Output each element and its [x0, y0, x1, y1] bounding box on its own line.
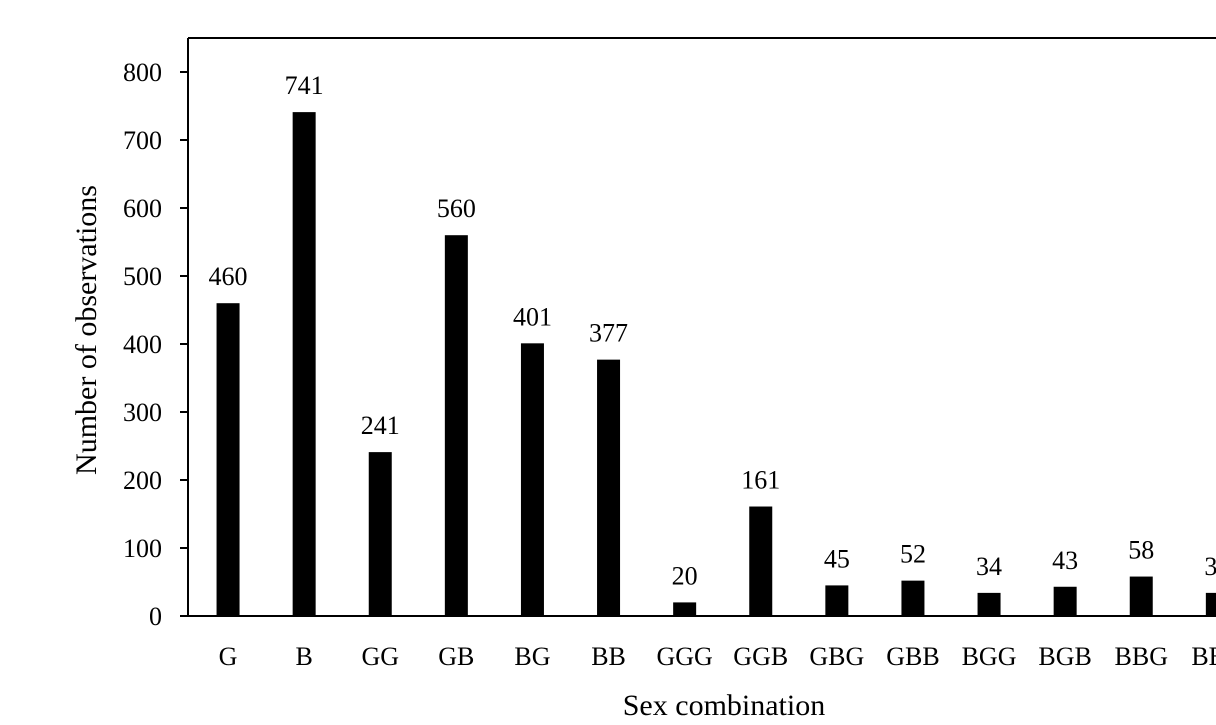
x-tick-label-B: B	[295, 642, 312, 671]
data-labels-group: 460 741 241 560 401 377 20 161 45 52 34 43 58 34	[209, 71, 1216, 590]
x-tick-label-GGG: GGG	[656, 642, 712, 671]
bar-BGG	[977, 592, 1001, 616]
data-label-BBG: 58	[1128, 536, 1154, 565]
data-label-GB: 560	[437, 194, 476, 223]
bar-GBG	[825, 585, 849, 616]
bar-GG	[368, 452, 392, 616]
y-tick-label: 400	[123, 330, 162, 359]
bar-BB	[597, 359, 621, 616]
x-tick-label-BGB: BGB	[1038, 642, 1091, 671]
bar-BBG	[1129, 576, 1153, 616]
bar-BBB	[1205, 592, 1216, 616]
x-tick-label-BBG: BBG	[1115, 642, 1168, 671]
x-tick-label-G: G	[219, 642, 238, 671]
data-label-GG: 241	[361, 411, 400, 440]
y-axis-title: Number of observations	[70, 185, 103, 475]
y-axis: 0 100 200 300 400 500 600 700 800	[123, 58, 188, 631]
data-label-GGG: 20	[672, 561, 698, 590]
x-tick-label-BG: BG	[514, 642, 550, 671]
data-label-BG: 401	[513, 302, 552, 331]
x-tick-label-GG: GG	[361, 642, 399, 671]
y-tick-label: 800	[123, 58, 162, 87]
data-label-BBB: 34	[1204, 552, 1216, 581]
bar-B	[292, 112, 316, 617]
x-tick-label-BGG: BGG	[962, 642, 1017, 671]
y-tick-label: 0	[149, 602, 162, 631]
data-label-GGB: 161	[741, 466, 780, 495]
bar-GGB	[749, 506, 773, 616]
plot-frame	[180, 37, 1216, 617]
y-tick-label: 300	[123, 398, 162, 427]
data-label-BGG: 34	[976, 552, 1002, 581]
x-tick-label-GGB: GGB	[733, 642, 788, 671]
data-label-GBG: 45	[824, 544, 850, 573]
data-label-G: 460	[209, 262, 248, 291]
data-label-BB: 377	[589, 319, 628, 348]
x-tick-label-GB: GB	[438, 642, 474, 671]
bar-GBB	[901, 580, 925, 616]
y-tick-label: 700	[123, 126, 162, 155]
data-label-BGB: 43	[1052, 546, 1078, 575]
x-tick-label-BBB: BBB	[1191, 642, 1216, 671]
bar-BG	[520, 343, 544, 616]
x-axis-title: Sex combination	[623, 689, 825, 720]
x-tick-label-GBB: GBB	[886, 642, 939, 671]
x-axis: GBGGGBBGBBGGGGGBGBGGBBBGGBGBBBGBBB	[219, 642, 1216, 671]
bar-GB	[444, 235, 468, 616]
data-label-B: 741	[285, 71, 324, 100]
y-tick-label: 600	[123, 194, 162, 223]
data-label-GBB: 52	[900, 540, 926, 569]
y-tick-label: 200	[123, 466, 162, 495]
x-tick-label-GBG: GBG	[809, 642, 864, 671]
y-tick-label: 500	[123, 262, 162, 291]
bar-G	[216, 303, 240, 616]
y-tick-label: 100	[123, 534, 162, 563]
bars-group	[216, 112, 1216, 617]
bar-GGG	[673, 602, 697, 616]
x-tick-label-BB: BB	[591, 642, 626, 671]
bar-BGB	[1053, 586, 1077, 616]
